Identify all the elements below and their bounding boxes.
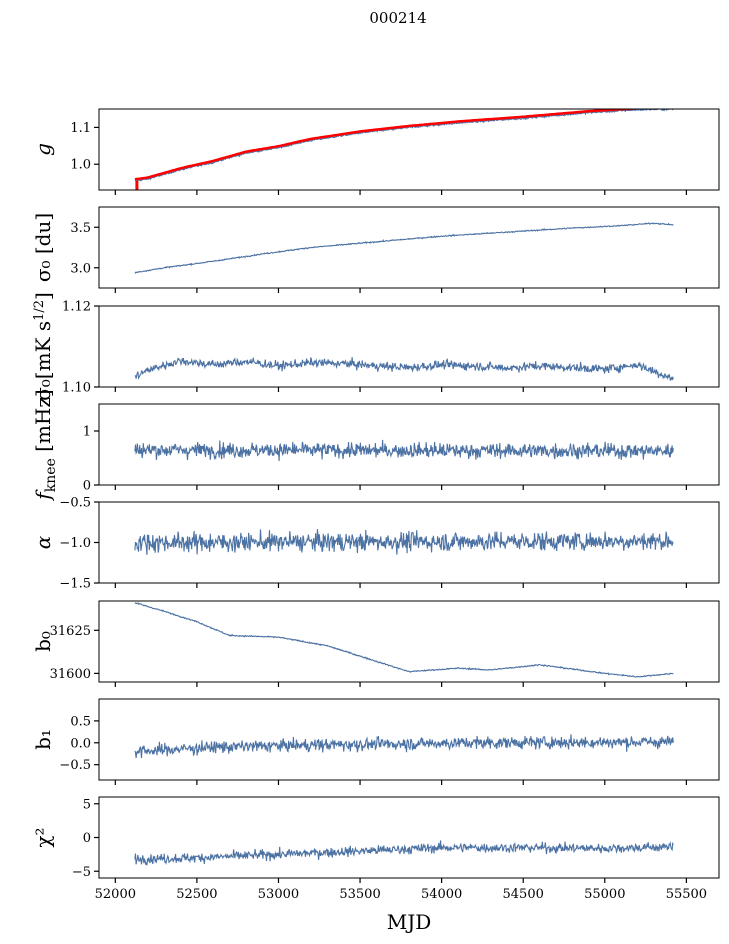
y-tick-label: 0	[83, 831, 91, 846]
axes-frame-g	[98, 108, 720, 191]
x-tick-label: 55000	[584, 887, 625, 902]
x-tick-label: 52500	[176, 887, 217, 902]
model-line-g	[134, 109, 662, 181]
x-tick-label: 53000	[258, 887, 299, 902]
series-line-alpha	[134, 529, 674, 555]
y-tick-label: −1.5	[59, 577, 91, 592]
y-tick-label: 0.5	[70, 714, 91, 729]
axes-frame-sigma0_mk	[98, 305, 720, 388]
y-tick-label: 1.1	[70, 121, 91, 136]
panel-b1: −0.5 0.0 0.5 b₁	[31, 698, 720, 785]
axes-frame-b1	[98, 698, 720, 781]
x-tick-label: 52000	[95, 887, 136, 902]
y-axis-label-alpha: α	[31, 535, 55, 549]
y-axis-label-sigma0_mk: σ₀[mK s1/2]	[31, 292, 55, 401]
series-line-sigma0	[134, 222, 674, 274]
y-tick-label: 3.0	[70, 261, 91, 276]
panel-chi2: 52000 52500 53000 53500 54000 54500 55000 55500…	[31, 796, 720, 902]
panel-sigma0: 3.0 3.5 σ₀ [du]	[31, 206, 720, 293]
y-axis-label-sigma0: σ₀ [du]	[31, 213, 55, 282]
series-line-sigma0_mk	[134, 357, 674, 381]
y-tick-label: 31600	[50, 667, 91, 682]
y-tick-label: 1.0	[70, 158, 91, 173]
series-line-chi2	[134, 840, 674, 866]
x-axis-label: MJD	[387, 910, 432, 934]
panel-alpha: −1.5 −1.0 −0.5 α	[31, 496, 720, 592]
y-tick-label: 0	[83, 479, 91, 494]
series-line-b1	[134, 734, 674, 759]
y-axis-label-b0: b₀	[31, 631, 55, 652]
y-tick-label: 1.10	[62, 381, 91, 396]
x-tick-label: 54500	[503, 887, 544, 902]
series-line-fknee	[134, 439, 674, 462]
y-axis-label-g: g	[31, 143, 55, 156]
series-line-b0	[134, 602, 674, 678]
y-tick-label: 31625	[50, 624, 91, 639]
y-axis-label-b1: b₁	[31, 729, 55, 750]
y-tick-label: 0.0	[70, 736, 91, 751]
y-axis-label-chi2: χ²	[31, 827, 55, 847]
y-tick-label: −5	[72, 865, 91, 880]
axes-frame-fknee	[98, 403, 720, 486]
panel-fknee: 0 1 fknee [mHz]	[31, 389, 720, 502]
y-tick-label: 1.12	[62, 300, 91, 315]
panel-g: 1.0 1.1 g	[31, 108, 720, 195]
axes-frame-chi2	[98, 796, 720, 879]
axes-frame-b0	[98, 600, 720, 683]
y-tick-label: 1	[83, 425, 91, 440]
y-tick-label: −0.5	[59, 758, 91, 773]
x-tick-label: 53500	[339, 887, 380, 902]
x-tick-label: 54000	[421, 887, 462, 902]
series-line-g	[134, 109, 674, 182]
y-tick-label: −1.0	[59, 536, 91, 551]
x-tick-label: 55500	[666, 887, 707, 902]
axes-frame-sigma0	[98, 206, 720, 289]
y-tick-label: 3.5	[70, 221, 91, 236]
y-tick-label: −0.5	[59, 496, 91, 511]
figure-title: 000214	[369, 9, 426, 27]
y-tick-label: 5	[83, 797, 91, 812]
panel-sigma0_mk: 1.10 1.12 σ₀[mK s1/2]	[31, 292, 720, 401]
y-axis-label-fknee: fknee [mHz]	[31, 389, 59, 501]
